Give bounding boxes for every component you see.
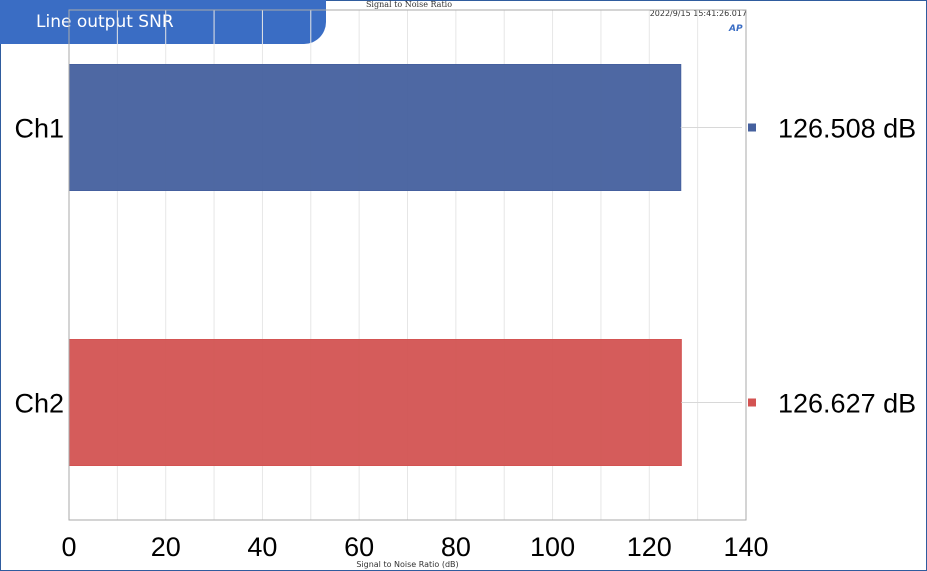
- x-tick-label: 120: [627, 532, 672, 562]
- bar: [68, 64, 682, 191]
- chart-title: Signal to Noise Ratio: [365, 0, 453, 9]
- plot-area-border: [68, 9, 747, 521]
- legend-marker: [748, 123, 756, 132]
- x-tick-label: 80: [441, 532, 471, 562]
- page-title: Line output SNR: [0, 0, 326, 44]
- x-tick-label: 60: [344, 532, 374, 562]
- bars: [68, 64, 742, 466]
- x-axis-label: Signal to Noise Ratio (dB): [356, 560, 459, 569]
- timestamp: 2022/9/15 15:41:26.017: [649, 9, 747, 18]
- x-tick-labels: 0 20 40 60 80 100 120 140: [61, 532, 768, 562]
- category-label: Ch1: [14, 114, 64, 144]
- category-label: Ch2: [14, 389, 64, 419]
- value-label: 126.508 dB: [778, 114, 916, 144]
- ap-logo-icon: AP: [729, 24, 743, 34]
- x-tick-label: 100: [530, 532, 575, 562]
- category-labels: Ch1 Ch2: [14, 114, 64, 419]
- value-label: 126.627 dB: [778, 389, 916, 419]
- legend-marker: [748, 398, 756, 407]
- legend: 126.508 dB 126.627 dB: [748, 114, 916, 419]
- x-tick-label: 40: [247, 532, 277, 562]
- x-tick-label: 140: [723, 532, 768, 562]
- x-tick-label: 20: [151, 532, 181, 562]
- x-tick-label: 0: [61, 532, 76, 562]
- bar: [68, 339, 682, 466]
